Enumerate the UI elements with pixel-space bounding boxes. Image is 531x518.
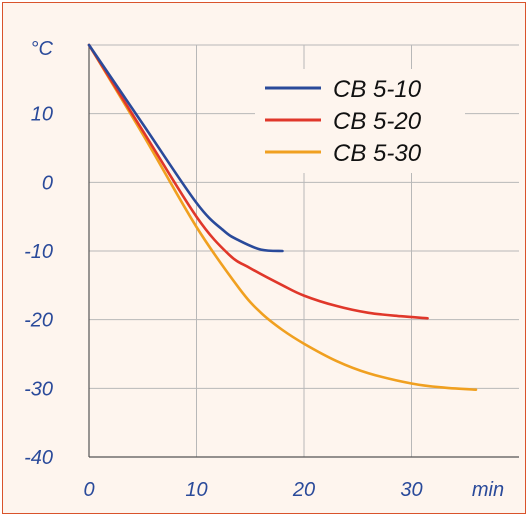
x-tick-label: 10 — [185, 479, 207, 501]
series-lines — [87, 43, 478, 391]
x-axis-label: min — [472, 479, 504, 501]
grid — [89, 44, 519, 457]
chart-frame: °C min 10 0 -10 -20 -30 -40 0 10 20 30 CB 5-10 CB … — [2, 2, 526, 514]
x-tick-label: 0 — [83, 479, 94, 501]
line-chart: °C min 100-10-20-30-400 10 20 30 CB 5-10CB … — [24, 38, 519, 501]
y-tick-label: -10 — [24, 241, 53, 263]
legend-label-cb-5-30: CB 5-30 — [333, 140, 422, 167]
y-tick-label: 0 — [42, 172, 53, 194]
y-tick-label: -30 — [24, 378, 53, 400]
legend: CB 5-10 CB 5-20 CB 5-30 — [255, 69, 465, 173]
y-tick-label: -40 — [24, 447, 53, 469]
axes — [88, 45, 519, 458]
series-line-cb-5-30 — [87, 43, 478, 391]
y-tick-label: -20 — [24, 310, 53, 332]
y-axis-label: °C — [31, 38, 54, 60]
axis-labels: °C min 10 0 -10 -20 -30 -40 0 10 20 30 — [24, 38, 504, 501]
series-line-cb-5-10 — [87, 43, 284, 253]
series-line-cb-5-20 — [87, 43, 429, 320]
y-tick-label: 10 — [31, 104, 53, 126]
x-tick-label: 30 — [400, 479, 422, 501]
x-tick-label: 20 — [292, 479, 315, 501]
legend-label-cb-5-20: CB 5-20 — [333, 108, 422, 135]
legend-label-cb-5-10: CB 5-10 — [333, 76, 422, 103]
